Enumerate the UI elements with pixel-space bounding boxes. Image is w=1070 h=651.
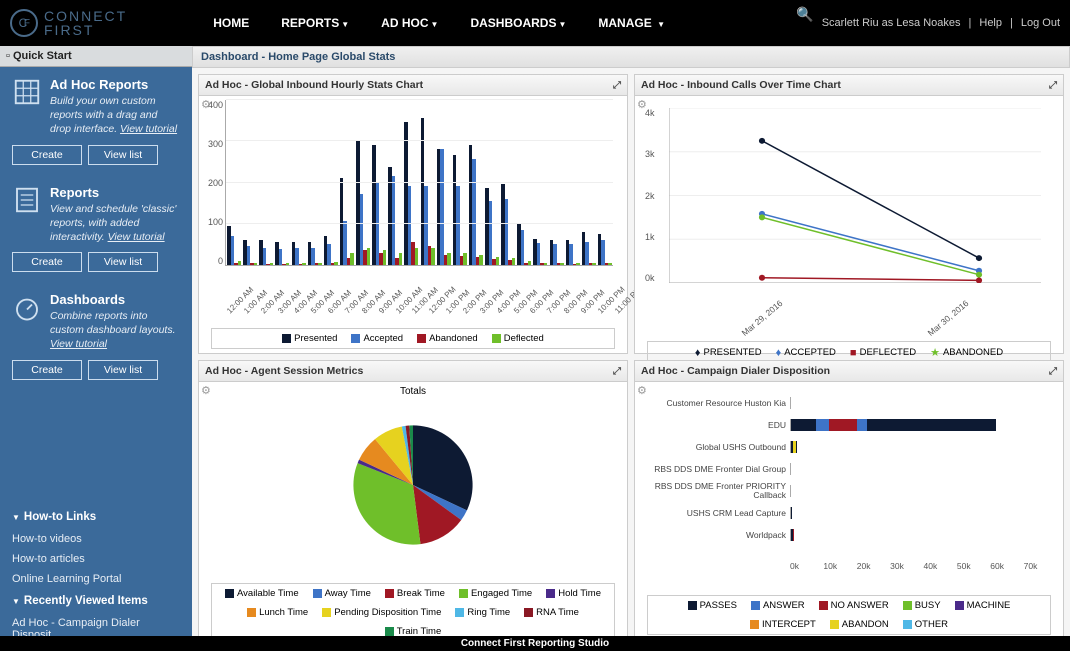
topbar: CF CONNECTFIRST HOME REPORTS▼ AD HOC▼ DA…	[0, 0, 1070, 46]
brand-icon: CF	[10, 9, 38, 37]
maximize-icon[interactable]: ⤢	[1049, 80, 1057, 91]
gear-icon[interactable]: ⚙	[201, 98, 211, 111]
nav-home[interactable]: HOME	[207, 1, 255, 45]
reports-desc: View and schedule 'classic' reports, wit…	[50, 202, 180, 245]
panel2-title: Ad Hoc - Inbound Calls Over Time Chart	[641, 79, 841, 91]
dashboards-viewlist-button[interactable]: View list	[88, 360, 158, 380]
howto-portal-link[interactable]: Online Learning Portal	[0, 569, 192, 589]
howto-articles-link[interactable]: How-to articles	[0, 549, 192, 569]
footer: Connect First Reporting Studio	[0, 636, 1070, 651]
nav-reports[interactable]: REPORTS▼	[275, 1, 355, 45]
panel-dialer-disposition: Ad Hoc - Campaign Dialer Disposition⤢ ⚙ …	[634, 360, 1064, 640]
panel-hourly-stats: Ad Hoc - Global Inbound Hourly Stats Cha…	[198, 74, 628, 354]
panel-calls-over-time: Ad Hoc - Inbound Calls Over Time Chart⤢ …	[634, 74, 1064, 354]
content: Dashboard - Home Page Global Stats Ad Ho…	[192, 46, 1070, 651]
gauge-icon	[12, 292, 42, 322]
topbar-right: 🔍 Scarlett Riu as Lesa Noakes| Help| Log…	[796, 6, 1060, 41]
pie-chart	[205, 395, 621, 575]
panel1-title: Ad Hoc - Global Inbound Hourly Stats Cha…	[205, 79, 423, 91]
gear-icon[interactable]: ⚙	[201, 384, 211, 397]
reports-viewlist-button[interactable]: View list	[88, 252, 158, 272]
brand-logo: CF CONNECTFIRST	[10, 9, 127, 37]
help-link[interactable]: Help	[979, 17, 1002, 29]
maximize-icon[interactable]: ⤢	[613, 80, 621, 91]
line-chart: 0k1k2k3k4k Mar 29, 2016Mar 30, 2016	[669, 108, 1041, 283]
maximize-icon[interactable]: ⤢	[613, 366, 621, 377]
howto-heading: ▼How-to Links	[0, 505, 192, 529]
adhoc-create-button[interactable]: Create	[12, 145, 82, 165]
dashboards-desc: Combine reports into custom dashboard la…	[50, 309, 180, 352]
panel3-title: Ad Hoc - Agent Session Metrics	[205, 365, 363, 377]
adhoc-viewlist-button[interactable]: View list	[88, 145, 158, 165]
nav-adhoc[interactable]: AD HOC▼	[375, 1, 444, 45]
howto-videos-link[interactable]: How-to videos	[0, 529, 192, 549]
hourly-bar-chart: 010020030040012:00 AM1:00 AM2:00 AM3:00 …	[225, 100, 613, 280]
user-label: Scarlett Riu as Lesa Noakes	[822, 17, 961, 29]
sidebar: ▫ Quick Start Ad Hoc Reports Build your …	[0, 46, 192, 651]
recent-heading: ▼Recently Viewed Items	[0, 589, 192, 613]
gear-icon[interactable]: ⚙	[637, 98, 647, 111]
dashboards-create-button[interactable]: Create	[12, 360, 82, 380]
panel4-title: Ad Hoc - Campaign Dialer Disposition	[641, 365, 830, 377]
nav-dashboards[interactable]: DASHBOARDS▼	[464, 1, 572, 45]
nav-manage[interactable]: MANAGE ▼	[592, 1, 671, 45]
quickstart-header: ▫ Quick Start	[0, 46, 192, 67]
dashboard-title: Dashboard - Home Page Global Stats	[192, 46, 1070, 68]
maximize-icon[interactable]: ⤢	[1049, 366, 1057, 377]
reports-create-button[interactable]: Create	[12, 252, 82, 272]
adhoc-reports-title: Ad Hoc Reports	[50, 77, 180, 92]
reports-title: Reports	[50, 185, 180, 200]
panel4-legend: PASSESANSWERNO ANSWERBUSYMACHINEINTERCEP…	[647, 595, 1051, 635]
dashboards-title: Dashboards	[50, 292, 180, 307]
panel1-legend: PresentedAcceptedAbandonedDeflected	[211, 328, 615, 349]
adhoc-reports-desc: Build your own custom reports with a dra…	[50, 94, 180, 137]
grid-icon	[12, 77, 42, 107]
gear-icon[interactable]: ⚙	[637, 384, 647, 397]
logout-link[interactable]: Log Out	[1021, 17, 1060, 29]
document-icon	[12, 185, 42, 215]
stacked-hbar-chart: Customer Resource Huston KiaEDUGlobal US…	[645, 392, 1049, 557]
panel3-legend: Available TimeAway TimeBreak TimeEngaged…	[211, 583, 615, 642]
adhoc-tutorial-link[interactable]: View tutorial	[120, 123, 177, 135]
search-icon[interactable]: 🔍	[796, 6, 813, 23]
panel-agent-metrics: Ad Hoc - Agent Session Metrics⤢ ⚙ Totals…	[198, 360, 628, 640]
main-nav: HOME REPORTS▼ AD HOC▼ DASHBOARDS▼ MANAGE…	[207, 1, 671, 45]
dashboards-tutorial-link[interactable]: View tutorial	[50, 338, 107, 350]
reports-tutorial-link[interactable]: View tutorial	[108, 231, 165, 243]
